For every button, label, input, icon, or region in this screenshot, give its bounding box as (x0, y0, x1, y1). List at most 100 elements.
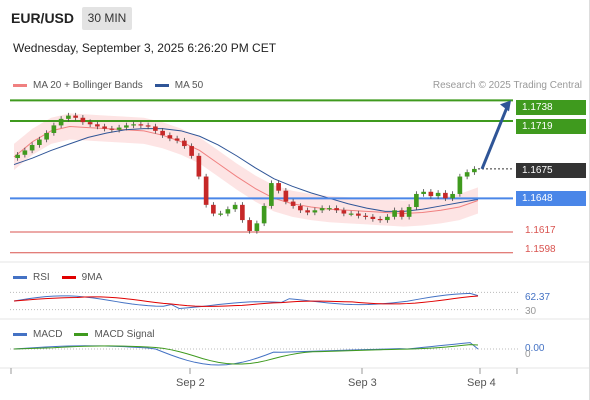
candle-body (450, 193, 455, 199)
projection-arrow (480, 100, 511, 170)
pivot-tag: 1.1648 (516, 191, 586, 206)
candle-body (334, 208, 339, 211)
macd-value: 0.00 (525, 343, 545, 354)
macd-signal-line (13, 344, 479, 365)
macd-plot (10, 342, 518, 366)
candle-body (95, 124, 100, 127)
candle-body (298, 205, 303, 211)
support1-label: 1.1617 (525, 225, 556, 236)
timestamp: Wednesday, September 3, 2025 6:26:20 PM … (13, 41, 277, 55)
rsi-plot (10, 291, 518, 311)
candle-body (363, 215, 368, 217)
candle-body (44, 133, 49, 140)
candle-body (51, 125, 57, 134)
candle-body (443, 192, 448, 199)
resistance2-tag: 1.1738 (516, 100, 586, 115)
candle-body (464, 172, 470, 177)
macd-label: MACD (33, 329, 63, 340)
candle-body (472, 168, 477, 173)
macd-level-label: 0 (525, 349, 531, 360)
ma50-swatch (154, 84, 169, 87)
candle-body (283, 190, 289, 202)
candle-body (247, 220, 252, 231)
x-tick-label: Sep 4 (467, 377, 496, 389)
candle-body (356, 213, 361, 216)
candle-body (428, 191, 434, 197)
candle-body (66, 115, 71, 119)
symbol-title: EUR/USD (11, 10, 75, 26)
candle-body (414, 193, 419, 208)
macd-swatch (13, 333, 27, 336)
candle-body (109, 128, 115, 130)
candle-body (211, 204, 216, 214)
candle-body (240, 204, 245, 221)
candle-body (189, 146, 194, 156)
candle-body (138, 124, 144, 126)
candles (15, 112, 477, 234)
price-levels (10, 99, 513, 254)
rsi-swatch (13, 276, 27, 279)
candle-body (399, 210, 405, 217)
x-tick-label: Sep 2 (176, 377, 205, 389)
macd-signal-swatch (74, 333, 89, 336)
candle-body (124, 125, 129, 128)
candle-body (203, 176, 209, 205)
main-legend: MA 20 + Bollinger Bands MA 50 (13, 80, 203, 91)
timeframe-badge[interactable]: 30 MIN (82, 7, 132, 30)
candle-body (269, 183, 274, 206)
candle-body (29, 144, 35, 151)
rsi-ma-swatch (61, 276, 76, 279)
candle-body (385, 216, 390, 221)
candle-body (319, 208, 325, 211)
rsi-label: RSI (33, 272, 50, 283)
candle-body (435, 192, 441, 197)
rsi-legend: RSI 9MA (13, 272, 102, 283)
candle-body (232, 204, 238, 210)
candle-body (392, 210, 397, 217)
rsi-ma-line (13, 295, 479, 307)
candle-body (327, 208, 332, 210)
candle-body (58, 118, 64, 126)
projection-arrow-shaft (480, 106, 509, 170)
candle-body (80, 117, 86, 123)
legend-ma50-label: MA 50 (174, 80, 204, 91)
candle-body (290, 201, 296, 206)
candle-body (102, 126, 107, 129)
rsi-ma-label: 9MA (81, 272, 103, 283)
macd-legend: MACD MACD Signal (13, 329, 154, 340)
rsi-line (13, 292, 479, 309)
rsi-level-label: 30 (525, 306, 537, 317)
x-tick-label: Sep 3 (348, 377, 377, 389)
candle-body (182, 140, 187, 147)
resistance1-tag: 1.1719 (516, 119, 586, 134)
candle-body (421, 191, 426, 194)
candle-body (225, 209, 231, 214)
macd-signal-label: MACD Signal (94, 329, 155, 340)
research-credit: Research © 2025 Trading Central (432, 80, 582, 91)
candle-body (116, 127, 122, 130)
candle-body (261, 205, 267, 224)
candle-body (341, 210, 347, 214)
candle-body (406, 207, 412, 217)
candle-body (160, 130, 165, 136)
candle-body (167, 135, 173, 139)
candle-body (15, 154, 20, 159)
candle-body (218, 213, 223, 215)
rsi-value: 62.37 (525, 292, 551, 303)
candle-body (73, 115, 78, 118)
candle-body (87, 122, 93, 125)
candle-body (377, 218, 383, 221)
candle-body (174, 138, 180, 141)
support2-label: 1.1598 (525, 244, 556, 255)
candle-body (457, 176, 463, 194)
candle-body (254, 223, 260, 231)
candle-body (131, 124, 136, 126)
candle-body (312, 210, 318, 213)
candle-body (22, 150, 28, 155)
candle-body (153, 126, 158, 131)
legend-ma20-label: MA 20 + Bollinger Bands (33, 80, 143, 91)
candle-body (145, 125, 151, 127)
ma20-swatch (13, 84, 27, 87)
